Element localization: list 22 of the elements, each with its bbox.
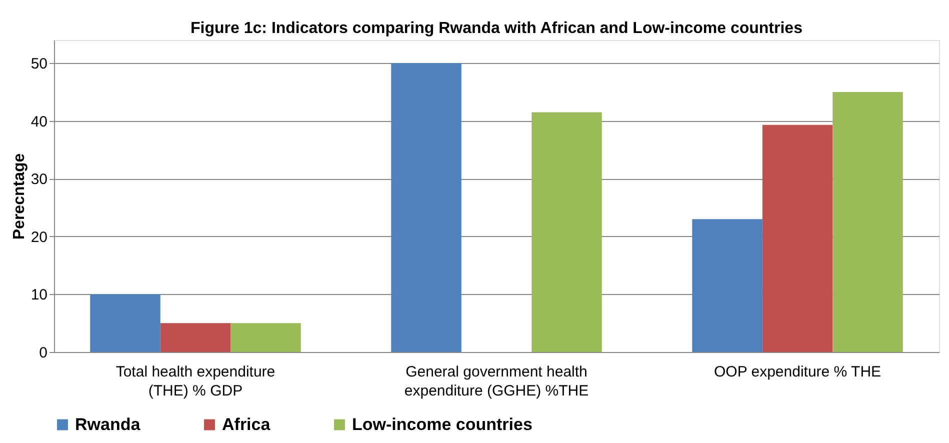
bar — [230, 323, 301, 352]
legend-label: Rwanda — [75, 414, 141, 434]
bar — [160, 323, 231, 352]
bar — [532, 112, 602, 352]
legend-label: Low-income countries — [352, 414, 532, 434]
y-tick-label: 30 — [30, 171, 48, 188]
y-tick-label: 40 — [30, 113, 48, 130]
bar — [832, 92, 903, 352]
legend-label: Africa — [222, 414, 271, 434]
chart-title: Figure 1c: Indicators comparing Rwanda with African and Low-income countries — [190, 20, 803, 37]
bar — [762, 124, 833, 352]
y-tick-label: 20 — [30, 228, 48, 246]
bar — [692, 219, 762, 352]
y-tick-label: 0 — [39, 344, 48, 362]
x-tick-label: General government health expenditure (GGHE) %THE — [404, 364, 589, 400]
x-tick-label: Total health expenditure (THE) % GDP — [116, 364, 276, 400]
x-tick-label: OOP expenditure % THE — [714, 364, 882, 380]
y-tick-label: 10 — [30, 286, 48, 304]
y-tick-label: 50 — [30, 56, 48, 73]
bar — [90, 294, 160, 352]
y-axis-title: Perecntage — [10, 153, 28, 240]
bar — [391, 63, 462, 352]
